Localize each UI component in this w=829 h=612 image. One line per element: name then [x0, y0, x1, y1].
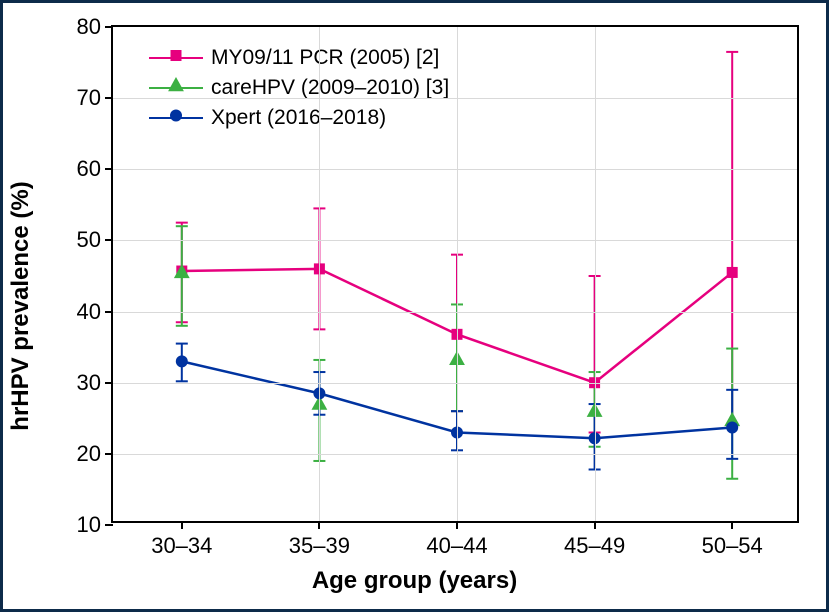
gridline-v: [457, 27, 458, 521]
triangle-icon: [168, 78, 184, 99]
legend-label: MY09/11 PCR (2005) [2]: [211, 46, 439, 70]
legend-swatch: [149, 78, 203, 98]
y-tick-label: 10: [77, 512, 101, 538]
circle-icon: [169, 108, 184, 128]
y-tick: [105, 239, 113, 241]
y-tick: [105, 453, 113, 455]
y-tick: [105, 26, 113, 28]
y-tick: [105, 97, 113, 99]
square-icon: [169, 49, 183, 68]
y-tick-label: 30: [77, 370, 101, 396]
legend-item-xpert: Xpert (2016–2018): [149, 103, 449, 133]
gridline-h: [113, 312, 797, 313]
legend-swatch: [149, 48, 203, 68]
gridline-h: [113, 98, 797, 99]
legend-label: Xpert (2016–2018): [211, 106, 386, 130]
y-tick: [105, 524, 113, 526]
y-tick-label: 70: [77, 85, 101, 111]
x-tick: [456, 521, 458, 529]
y-tick-label: 80: [77, 14, 101, 40]
y-tick: [105, 311, 113, 313]
x-tick-label: 40–44: [426, 533, 487, 559]
x-tick-label: 50–54: [702, 533, 763, 559]
gridline-h: [113, 240, 797, 241]
x-tick-label: 30–34: [151, 533, 212, 559]
y-tick: [105, 168, 113, 170]
y-tick-label: 60: [77, 156, 101, 182]
x-tick: [181, 521, 183, 529]
x-tick-label: 35–39: [289, 533, 350, 559]
y-tick-label: 40: [77, 299, 101, 325]
x-tick: [594, 521, 596, 529]
gridline-v: [595, 27, 596, 521]
legend-label: careHPV (2009–2010) [3]: [211, 76, 449, 100]
chart-frame: hrHPV prevalence (%) Age group (years) M…: [0, 0, 829, 612]
x-tick-label: 45–49: [564, 533, 625, 559]
legend: MY09/11 PCR (2005) [2] careHPV (2009–2010…: [139, 37, 459, 139]
gridline-h: [113, 383, 797, 384]
plot-area: MY09/11 PCR (2005) [2] careHPV (2009–2010…: [111, 25, 799, 523]
gridline-v: [319, 27, 320, 521]
y-tick-label: 50: [77, 227, 101, 253]
gridline-h: [113, 169, 797, 170]
x-tick: [318, 521, 320, 529]
y-tick-label: 20: [77, 441, 101, 467]
legend-swatch: [149, 108, 203, 128]
x-axis-title: Age group (years): [312, 567, 517, 595]
gridline-h: [113, 454, 797, 455]
y-tick: [105, 382, 113, 384]
legend-item-my0911: MY09/11 PCR (2005) [2]: [149, 43, 449, 73]
x-tick: [731, 521, 733, 529]
y-axis-title: hrHPV prevalence (%): [7, 181, 35, 430]
